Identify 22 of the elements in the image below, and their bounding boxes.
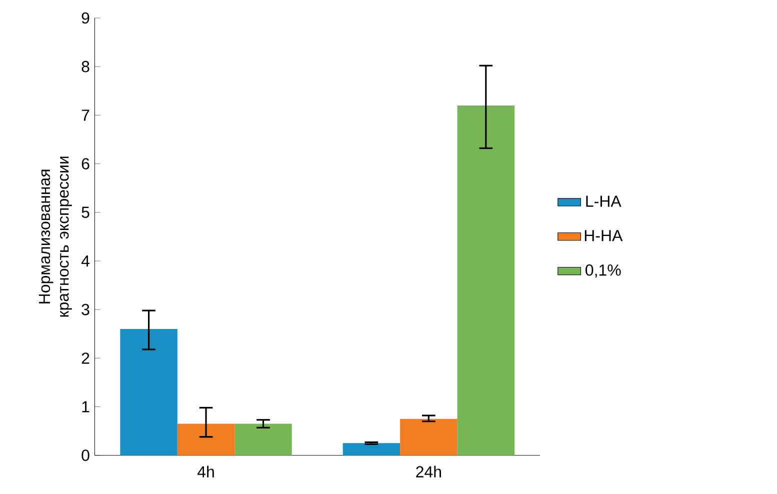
y-tick-label: 8 <box>82 60 90 72</box>
y-tick-label: 6 <box>82 158 90 170</box>
bar <box>342 443 400 456</box>
y-tick-label: 0 <box>82 450 90 461</box>
y-tick-label: 3 <box>82 304 90 316</box>
legend-label: 0,1% <box>586 264 621 278</box>
y-tick-label: 1 <box>82 401 90 412</box>
bar <box>120 328 178 456</box>
y-axis-title: Нормализованная кратность экспрессии <box>38 156 72 317</box>
y-tick-label: 5 <box>82 206 90 218</box>
y-tick-label: 7 <box>82 110 90 121</box>
x-tick-label: 24h <box>416 466 441 478</box>
bar <box>457 105 515 456</box>
bar <box>177 424 235 456</box>
y-tick-label: 9 <box>82 12 90 24</box>
legend-label: L-HA <box>586 196 622 207</box>
x-tick-label: 4h <box>197 466 214 478</box>
y-tick-label: 4 <box>81 255 90 266</box>
bar <box>234 424 292 456</box>
y-tick-label: 2 <box>82 352 90 364</box>
legend-label: H-HA <box>584 230 623 242</box>
bar <box>400 418 458 456</box>
